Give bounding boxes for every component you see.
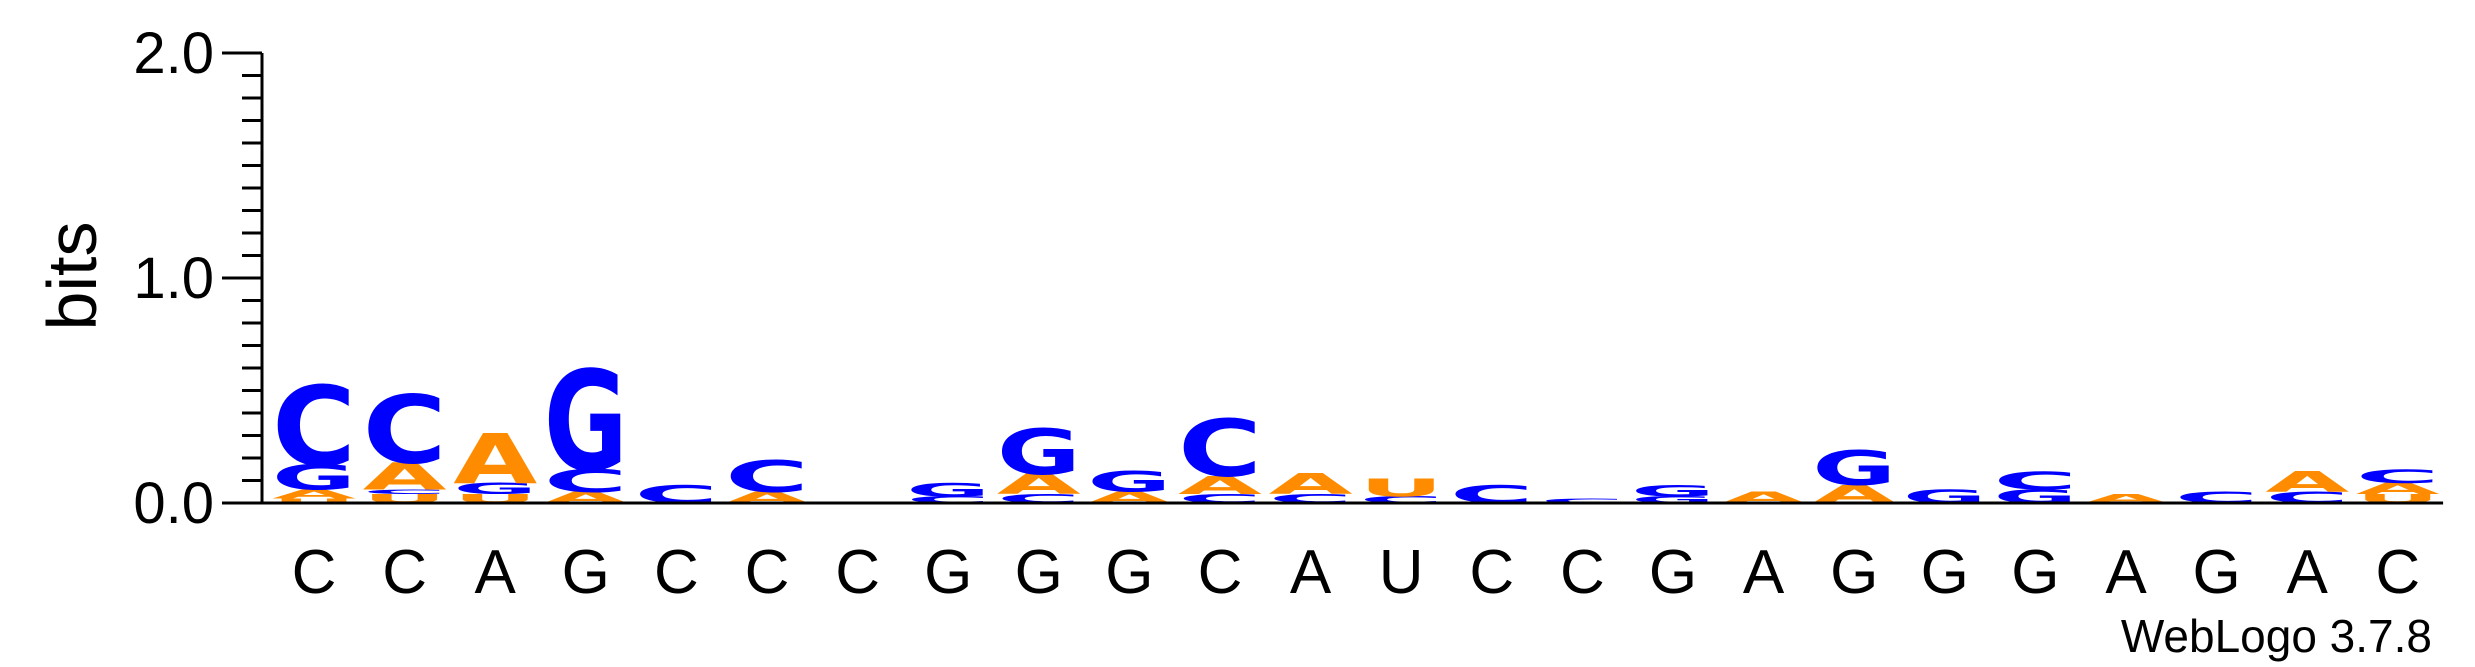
logo-glyph-C: C	[2356, 466, 2440, 488]
logo-glyph-C: C	[272, 364, 356, 491]
logo-glyph-C: C	[906, 494, 990, 505]
x-tick-label: G	[2011, 538, 2059, 607]
x-tick-label: G	[924, 538, 972, 607]
x-tick-label: C	[745, 538, 790, 607]
x-tick-label: G	[1921, 538, 1969, 607]
logo-glyph-G: G	[544, 342, 628, 502]
logo-glyph-U: U	[272, 497, 356, 504]
x-tick-label: A	[2105, 538, 2147, 607]
x-tick-label: U	[1379, 538, 1424, 607]
logo-glyph-U: U	[1359, 473, 1443, 502]
logo-glyph-A: A	[272, 487, 356, 502]
logo-glyph-C: C	[544, 463, 628, 500]
logo-glyph-G: G	[997, 416, 1081, 489]
x-tick-label: A	[1290, 538, 1332, 607]
logo-glyph-A: A	[997, 468, 1081, 501]
x-tick-label: C	[835, 538, 880, 607]
x-tick-label: A	[475, 538, 517, 607]
logo-glyph-C: C	[1450, 480, 1534, 509]
x-tick-label: C	[292, 538, 337, 607]
x-tick-label: G	[2192, 538, 2240, 607]
x-tick-label: C	[382, 538, 427, 607]
logo-glyph-A: A	[2265, 465, 2349, 498]
weblogo-credit: WebLogo 3.7.8	[2121, 610, 2432, 662]
logo-glyph-C: C	[1540, 497, 1624, 504]
x-tick-label: G	[1015, 538, 1063, 607]
y-tick-label: 0.0	[133, 471, 214, 536]
logo-glyph-G: G	[1812, 441, 1896, 496]
logo-glyph-C: C	[1993, 466, 2077, 495]
logo-glyph-G: G	[453, 480, 537, 498]
logo-glyph-G: G	[1631, 482, 1715, 500]
logo-glyph-A: A	[1269, 468, 1353, 501]
logo-glyph-G: G	[906, 479, 990, 501]
logo-glyph-C: C	[1178, 404, 1262, 495]
x-tick-label: C	[1469, 538, 1514, 607]
y-axis: 0.0 1.0 2.0	[133, 21, 264, 536]
x-tick-label: C	[2375, 538, 2420, 607]
x-tick-label: A	[1743, 538, 1785, 607]
y-tick-label: 1.0	[133, 246, 214, 311]
x-tick-label: G	[1105, 538, 1153, 607]
logo-glyph-A: A	[2356, 480, 2440, 498]
y-axis-label: bits	[33, 222, 111, 331]
x-tick-label: G	[562, 538, 610, 607]
logo-glyph-C: C	[363, 376, 447, 485]
x-tick-label: G	[1649, 538, 1697, 607]
x-tick-label: C	[1560, 538, 1605, 607]
logo-glyph-C: C	[725, 452, 809, 502]
logo-glyph-G: G	[1631, 494, 1715, 505]
y-tick-label: 2.0	[133, 21, 214, 86]
logo-glyph-A: A	[453, 420, 537, 499]
logo-glyph-A: A	[363, 455, 447, 498]
logo-glyph-G: G	[1087, 466, 1171, 499]
x-tick-label: C	[1198, 538, 1243, 607]
x-tick-label: A	[2287, 538, 2329, 607]
logo-glyph-G: G	[272, 458, 356, 498]
x-tick-label: G	[1830, 538, 1878, 607]
logo-glyph-C: C	[634, 480, 718, 509]
logo-glyph-C: C	[363, 488, 447, 495]
x-tick-label: C	[654, 538, 699, 607]
logo-glyph-C: C	[1359, 494, 1443, 505]
logo-glyph-A: A	[1178, 471, 1262, 500]
